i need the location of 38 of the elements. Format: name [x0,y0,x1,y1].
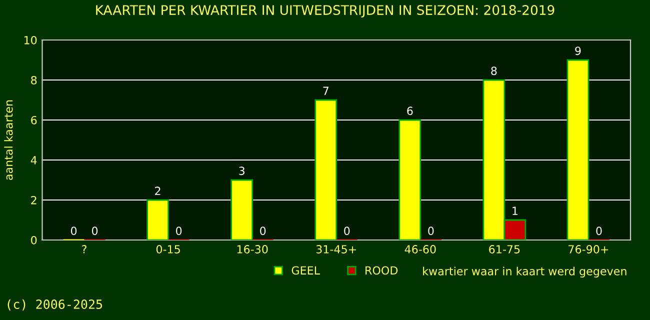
data-label: 8 [491,66,497,76]
data-label: 6 [407,106,413,116]
data-label: 0 [596,226,602,236]
data-label: 2 [155,186,160,195]
x-axis-title: kwartier waar in kaart werd gegeven [423,266,626,278]
x-tick-label: 76-90+ [568,245,608,254]
legend-label: ROOD [366,266,398,275]
data-label: 0 [428,226,434,236]
data-label: 1 [512,206,518,215]
data-label: 0 [260,226,266,236]
data-label: 0 [70,226,77,236]
y-tick-label: 4 [30,156,37,164]
y-axis-title: aantal kaarten [4,100,13,180]
x-tick-label: 61-75 [489,245,520,254]
x-tick-label: 16-30 [237,245,268,254]
data-label: 3 [239,166,244,176]
bar [314,99,338,240]
x-tick-label: 31-45+ [316,245,356,254]
bar [146,199,169,240]
x-tick-label: 46-60 [404,245,436,254]
bar [398,119,422,240]
data-label: 9 [575,46,581,56]
chart-title: KAARTEN PER KWARTIER IN UITWEDSTRIJDEN IN SEIZOEN: 2018-2019 [96,5,554,18]
bar [566,59,590,240]
text: (c) 2006-2025 [8,299,102,310]
data-label: 0 [344,226,350,236]
data-label: 0 [176,226,182,236]
data-label: 7 [323,86,328,95]
legend-label: GEEL [292,266,320,275]
y-tick-label: 2 [31,196,36,204]
x-tick-label: ? [82,245,86,254]
data-label: 0 [92,226,98,236]
y-tick-label: 8 [31,76,37,84]
bar [230,179,254,240]
y-tick-label: 0 [31,236,37,244]
y-tick-label: 10 [24,36,37,44]
y-tick-label: 6 [31,116,37,124]
x-tick-label: 0-15 [156,245,180,254]
